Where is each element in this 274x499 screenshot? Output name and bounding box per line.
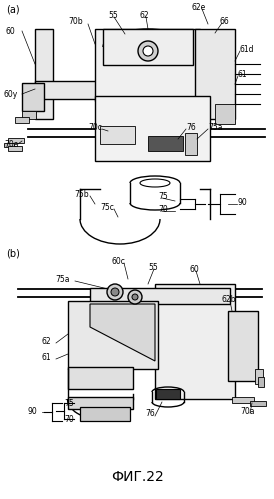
Bar	[228, 311, 258, 381]
Bar	[80, 407, 130, 421]
Bar	[95, 96, 210, 161]
Circle shape	[111, 288, 119, 296]
Text: 70: 70	[64, 415, 74, 424]
Bar	[155, 284, 235, 399]
Circle shape	[202, 33, 218, 49]
Bar	[35, 81, 125, 99]
Text: 55: 55	[108, 10, 118, 19]
Bar	[156, 389, 180, 399]
Bar	[255, 369, 263, 384]
Bar	[195, 29, 235, 119]
Bar	[185, 133, 197, 155]
Text: 75: 75	[158, 192, 168, 201]
Bar	[68, 367, 133, 389]
Text: ФИГ.22: ФИГ.22	[111, 470, 163, 484]
Text: (a): (a)	[6, 4, 20, 14]
Bar	[90, 288, 230, 304]
Text: 61d: 61d	[240, 44, 255, 53]
Text: 61: 61	[238, 69, 248, 78]
Bar	[8, 138, 24, 143]
Bar	[232, 397, 254, 403]
Circle shape	[206, 37, 214, 45]
Text: (b): (b)	[6, 249, 20, 259]
Text: 90: 90	[238, 198, 248, 207]
Text: 60: 60	[190, 264, 200, 273]
Circle shape	[128, 290, 142, 304]
Bar	[22, 83, 44, 111]
Bar	[258, 377, 264, 387]
Text: 61: 61	[42, 352, 52, 361]
Text: 75b: 75b	[74, 190, 89, 199]
Text: 70a: 70a	[4, 140, 19, 149]
Text: 62b: 62b	[222, 294, 236, 303]
Bar	[215, 104, 235, 124]
Bar	[35, 29, 53, 119]
Bar	[148, 136, 183, 151]
Text: 75a: 75a	[208, 122, 222, 132]
Circle shape	[138, 41, 158, 61]
Text: 60c: 60c	[112, 256, 126, 265]
Text: 60: 60	[6, 26, 16, 35]
Bar	[8, 146, 22, 151]
Text: 62: 62	[140, 10, 150, 19]
Text: 75: 75	[64, 399, 74, 408]
Bar	[15, 117, 29, 123]
Text: 62: 62	[42, 336, 52, 345]
Text: 90: 90	[28, 408, 38, 417]
Bar	[250, 401, 266, 406]
Text: 76: 76	[145, 410, 155, 419]
Bar	[103, 29, 193, 65]
Circle shape	[107, 284, 123, 300]
Text: 55: 55	[148, 262, 158, 271]
Circle shape	[143, 46, 153, 56]
Bar	[4, 143, 14, 147]
Text: 66: 66	[220, 16, 230, 25]
Polygon shape	[95, 29, 200, 101]
Text: 75a: 75a	[55, 274, 70, 283]
Circle shape	[132, 294, 138, 300]
Text: 70b: 70b	[68, 16, 83, 25]
Text: 62e: 62e	[192, 2, 206, 11]
Text: 76: 76	[186, 122, 196, 132]
Bar	[22, 111, 36, 119]
Bar	[68, 397, 133, 409]
Text: 70a: 70a	[240, 407, 255, 416]
Bar	[100, 126, 135, 144]
Text: 70: 70	[158, 205, 168, 214]
Polygon shape	[90, 304, 155, 361]
Text: 60y: 60y	[4, 89, 18, 98]
Text: 75c: 75c	[100, 203, 114, 212]
Bar	[68, 301, 158, 369]
Text: 70c: 70c	[88, 122, 102, 132]
